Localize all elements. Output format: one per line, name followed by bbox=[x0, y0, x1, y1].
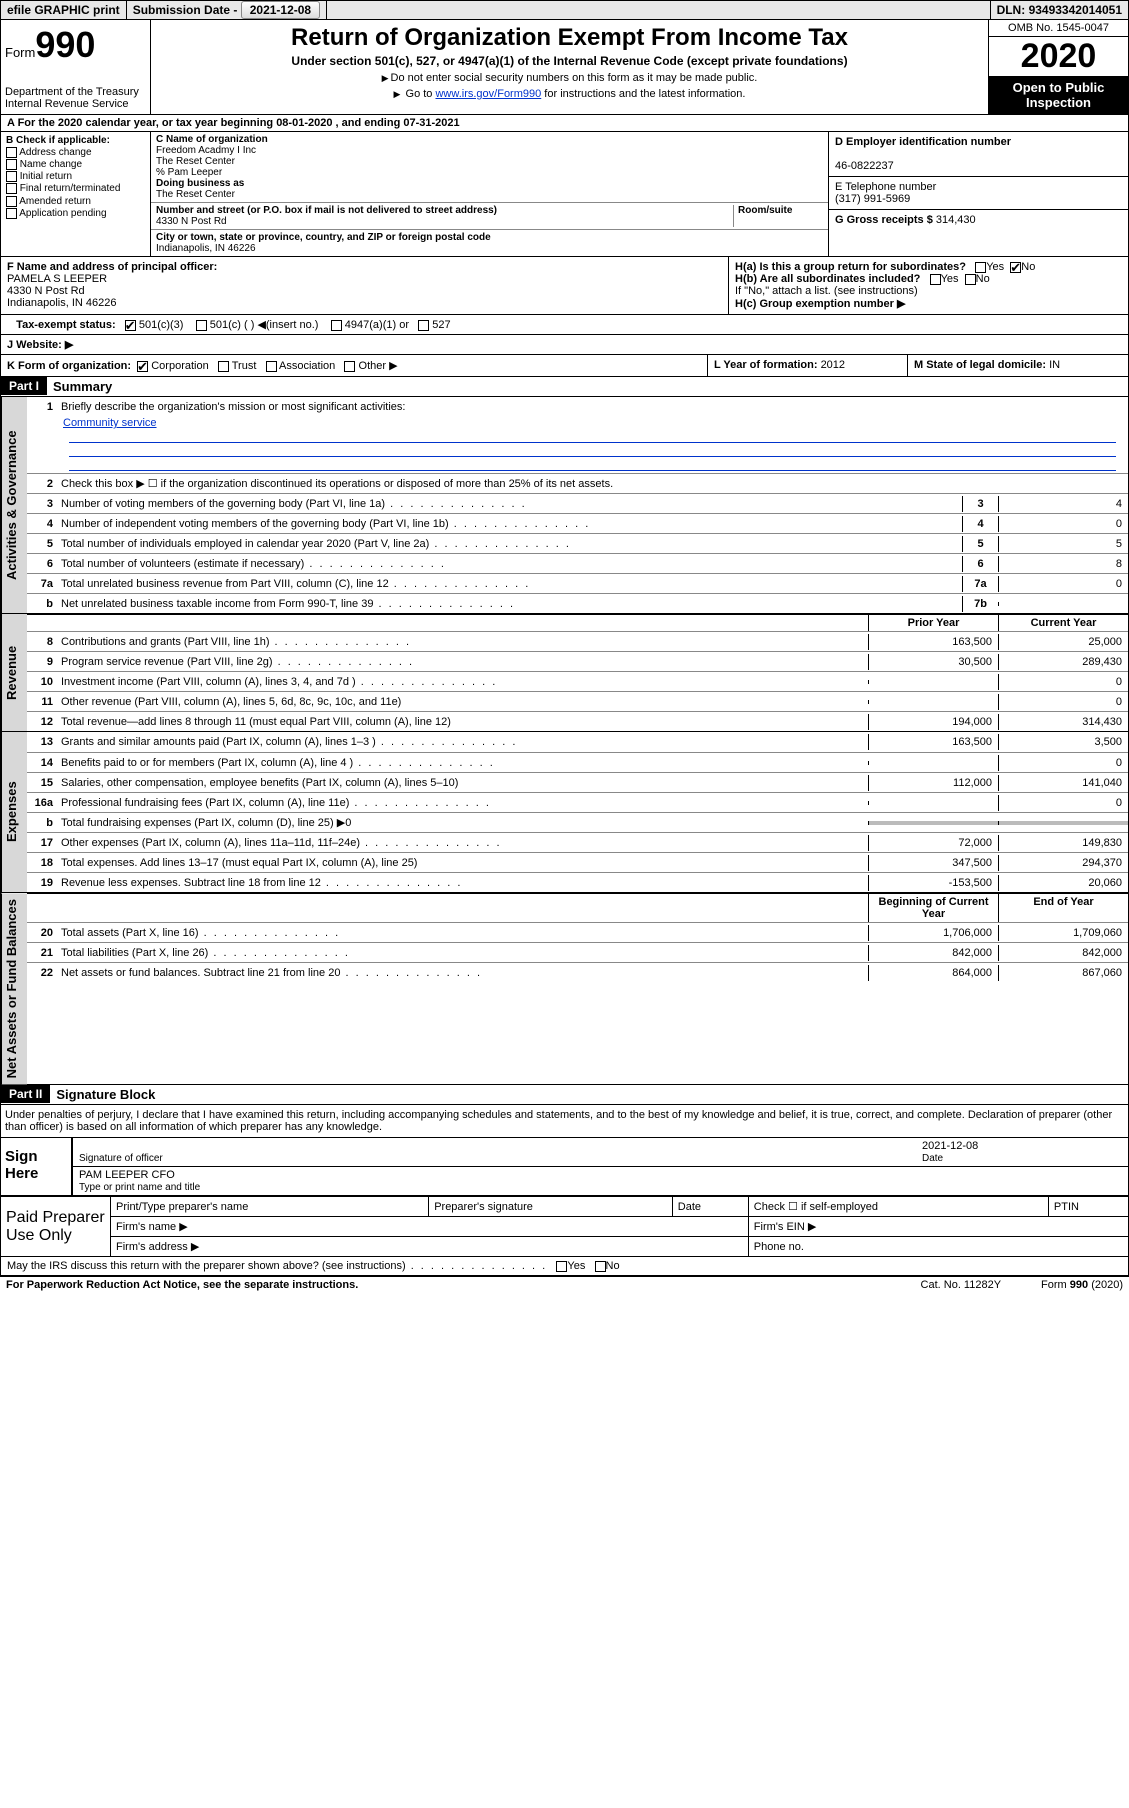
val-6: 8 bbox=[998, 556, 1128, 572]
page-footer: For Paperwork Reduction Act Notice, see … bbox=[0, 1276, 1129, 1293]
discuss-row: May the IRS discuss this return with the… bbox=[0, 1257, 1129, 1276]
mission-text: Community service bbox=[63, 417, 157, 429]
form-title-block: Return of Organization Exempt From Incom… bbox=[151, 20, 988, 114]
vtab-expenses: Expenses bbox=[1, 732, 27, 892]
part1-header: Part I Summary bbox=[0, 377, 1129, 397]
dln: DLN: 93493342014051 bbox=[990, 1, 1128, 19]
form-version: Form 990 (2020) bbox=[1041, 1279, 1123, 1291]
tax-year: 2020 bbox=[989, 37, 1128, 76]
year-formation: 2012 bbox=[821, 359, 845, 371]
open-inspection: Open to Public Inspection bbox=[989, 76, 1128, 114]
chk-app-pending[interactable]: Application pending bbox=[6, 208, 145, 219]
val-3: 4 bbox=[998, 496, 1128, 512]
telephone: (317) 991-5969 bbox=[835, 193, 910, 205]
form-header: Form990 Department of the Treasury Inter… bbox=[0, 20, 1129, 115]
col-b-checkboxes: B Check if applicable: Address change Na… bbox=[1, 132, 151, 256]
chk-trust[interactable] bbox=[218, 361, 229, 372]
efile-label: efile GRAPHIC print bbox=[1, 1, 127, 19]
val-5: 5 bbox=[998, 536, 1128, 552]
org-street: 4330 N Post Rd bbox=[156, 216, 227, 227]
chk-527[interactable] bbox=[418, 320, 429, 331]
chk-corp[interactable] bbox=[137, 361, 148, 372]
val-7b bbox=[998, 602, 1128, 606]
vtab-net: Net Assets or Fund Balances bbox=[1, 893, 27, 1084]
instructions-link[interactable]: www.irs.gov/Form990 bbox=[435, 88, 541, 100]
form-id: Form990 Department of the Treasury Inter… bbox=[1, 20, 151, 114]
submission-date-button[interactable]: 2021-12-08 bbox=[241, 1, 320, 19]
col-d: D Employer identification number 46-0822… bbox=[828, 132, 1128, 256]
hb-no[interactable] bbox=[965, 274, 976, 285]
net-assets-section: Net Assets or Fund Balances Beginning of… bbox=[0, 893, 1129, 1085]
sig-date: 2021-12-08 bbox=[922, 1140, 978, 1152]
officer-name: PAM LEEPER CFO bbox=[79, 1169, 175, 1181]
ha-no[interactable] bbox=[1010, 262, 1021, 273]
chk-501c[interactable] bbox=[196, 320, 207, 331]
website-row: J Website: ▶ bbox=[0, 335, 1129, 355]
chk-4947[interactable] bbox=[331, 320, 342, 331]
discuss-no[interactable] bbox=[595, 1261, 606, 1272]
form-year-block: OMB No. 1545-0047 2020 Open to Public In… bbox=[988, 20, 1128, 114]
chk-amended[interactable]: Amended return bbox=[6, 196, 145, 207]
chk-initial-return[interactable]: Initial return bbox=[6, 171, 145, 182]
chk-name-change[interactable]: Name change bbox=[6, 159, 145, 170]
topbar: efile GRAPHIC print Submission Date - 20… bbox=[0, 0, 1129, 20]
val-4: 0 bbox=[998, 516, 1128, 532]
chk-address-change[interactable]: Address change bbox=[6, 147, 145, 158]
chk-assoc[interactable] bbox=[266, 361, 277, 372]
form-subtitle: Under section 501(c), 527, or 4947(a)(1)… bbox=[155, 54, 984, 68]
org-name: Freedom Acadmy I Inc bbox=[156, 145, 256, 156]
form-title: Return of Organization Exempt From Incom… bbox=[155, 24, 984, 52]
expenses-section: Expenses 13Grants and similar amounts pa… bbox=[0, 732, 1129, 893]
chk-other[interactable] bbox=[344, 361, 355, 372]
hb-yes[interactable] bbox=[930, 274, 941, 285]
dept-label: Department of the Treasury Internal Reve… bbox=[5, 86, 146, 110]
signature-pretext: Under penalties of perjury, I declare th… bbox=[0, 1105, 1129, 1138]
chk-501c3[interactable] bbox=[125, 320, 136, 331]
omb-number: OMB No. 1545-0047 bbox=[989, 20, 1128, 37]
state-domicile: IN bbox=[1049, 359, 1060, 371]
vtab-governance: Activities & Governance bbox=[1, 397, 27, 613]
tax-status-row: Tax-exempt status: 501(c)(3) 501(c) ( ) … bbox=[0, 315, 1129, 335]
org-city: Indianapolis, IN 46226 bbox=[156, 243, 256, 254]
discuss-yes[interactable] bbox=[556, 1261, 567, 1272]
org-info-block: B Check if applicable: Address change Na… bbox=[0, 132, 1129, 257]
row-a-period: A For the 2020 calendar year, or tax yea… bbox=[0, 115, 1129, 132]
officer-group-block: F Name and address of principal officer:… bbox=[0, 257, 1129, 315]
governance-section: Activities & Governance 1Briefly describ… bbox=[0, 397, 1129, 614]
principal-officer: F Name and address of principal officer:… bbox=[1, 257, 728, 314]
form-note1: Do not enter social security numbers on … bbox=[155, 72, 984, 84]
sign-here-block: Sign Here Signature of officer 2021-12-0… bbox=[1, 1138, 1128, 1195]
gross-receipts: 314,430 bbox=[936, 214, 976, 226]
klm-row: K Form of organization: Corporation Trus… bbox=[0, 355, 1129, 377]
revenue-section: Revenue Prior YearCurrent Year 8Contribu… bbox=[0, 614, 1129, 732]
paid-preparer-table: Paid Preparer Use Only Print/Type prepar… bbox=[0, 1196, 1129, 1257]
group-return: H(a) Is this a group return for subordin… bbox=[728, 257, 1128, 314]
submission-date: Submission Date - 2021-12-08 bbox=[127, 1, 327, 19]
ha-yes[interactable] bbox=[975, 262, 986, 273]
form-note2: Go to www.irs.gov/Form990 for instructio… bbox=[155, 88, 984, 100]
chk-final-return[interactable]: Final return/terminated bbox=[6, 183, 145, 194]
val-7a: 0 bbox=[998, 576, 1128, 592]
part2-header: Part II Signature Block bbox=[0, 1085, 1129, 1105]
col-c-org: C Name of organization Freedom Acadmy I … bbox=[151, 132, 828, 256]
vtab-revenue: Revenue bbox=[1, 614, 27, 731]
paid-preparer-label: Paid Preparer Use Only bbox=[1, 1197, 111, 1257]
ein: 46-0822237 bbox=[835, 160, 894, 172]
